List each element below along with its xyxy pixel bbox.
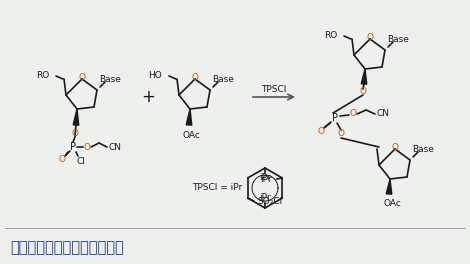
Text: HO: HO	[148, 70, 162, 79]
Text: Base: Base	[412, 145, 434, 154]
Polygon shape	[386, 179, 392, 194]
Polygon shape	[361, 69, 367, 84]
Text: TPSCl: TPSCl	[261, 84, 287, 93]
Text: P: P	[332, 113, 338, 123]
Text: O: O	[191, 73, 198, 82]
Text: +: +	[141, 88, 155, 106]
Text: O: O	[360, 87, 367, 97]
Text: O: O	[367, 34, 374, 43]
Text: O: O	[350, 110, 357, 119]
Text: O: O	[318, 126, 324, 135]
Polygon shape	[73, 109, 79, 125]
Text: 図３．リン酸トリエステル法: 図３．リン酸トリエステル法	[10, 241, 124, 256]
Text: O: O	[84, 143, 91, 152]
Text: iPr: iPr	[260, 176, 272, 185]
Polygon shape	[186, 109, 192, 125]
Text: Base: Base	[99, 76, 121, 84]
Text: O: O	[337, 130, 345, 139]
Text: RO: RO	[36, 70, 49, 79]
Text: CN: CN	[376, 110, 390, 119]
Text: RO: RO	[324, 31, 337, 40]
Text: OAc: OAc	[182, 130, 200, 139]
Text: O: O	[71, 129, 78, 138]
Text: P: P	[70, 142, 76, 152]
Text: iPr: iPr	[259, 173, 271, 182]
Text: OAc: OAc	[383, 200, 401, 209]
Text: O: O	[392, 144, 399, 153]
Text: Cl: Cl	[77, 157, 86, 166]
Text: Base: Base	[212, 76, 234, 84]
Text: SO₂Cl: SO₂Cl	[257, 197, 282, 206]
Text: iPr: iPr	[259, 194, 271, 202]
Text: O: O	[58, 154, 65, 163]
Text: Base: Base	[387, 35, 409, 45]
Text: CN: CN	[109, 143, 122, 152]
Text: TPSCl = iPr: TPSCl = iPr	[192, 183, 242, 192]
Text: O: O	[78, 73, 86, 82]
